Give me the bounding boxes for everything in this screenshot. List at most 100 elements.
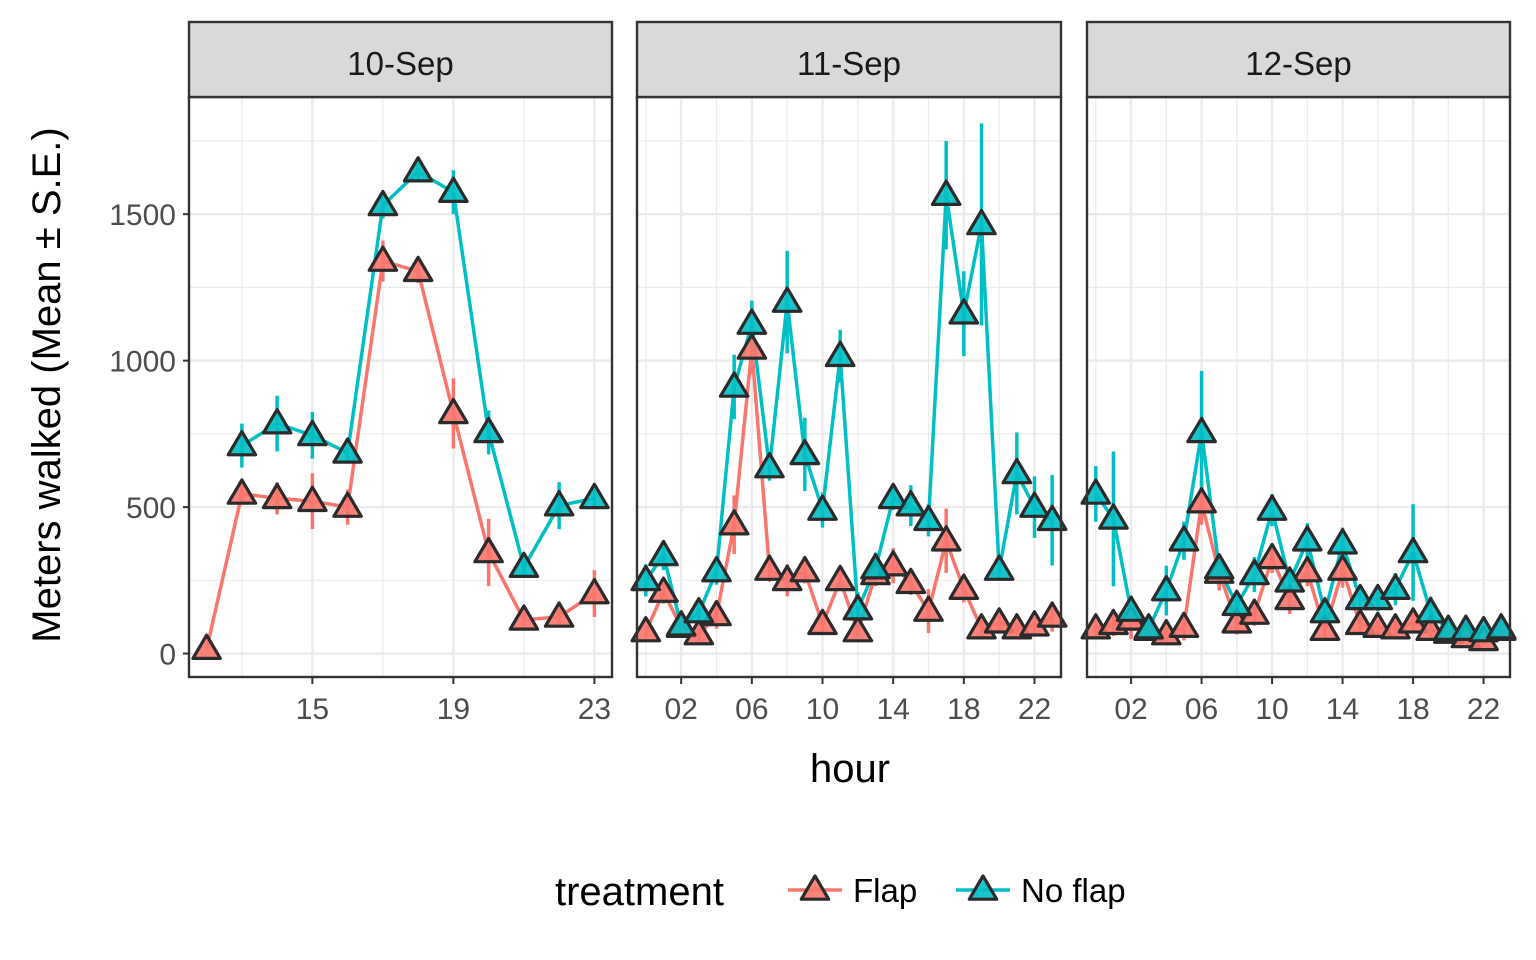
data-point — [842, 615, 874, 643]
panel-11-Sep: 11-Sep 02 06 10 14 18 22 — [630, 20, 1068, 726]
data-point — [1080, 478, 1112, 505]
data-point — [1256, 494, 1288, 521]
data-point — [718, 371, 750, 398]
legend-label: Flap — [853, 872, 917, 909]
data-point — [367, 189, 399, 217]
data-point — [508, 604, 540, 631]
data-point — [807, 608, 838, 636]
data-point — [438, 397, 469, 425]
data-point — [736, 308, 768, 335]
data-point — [1274, 566, 1306, 593]
x-tick-label: 06 — [1185, 693, 1218, 726]
data-point — [913, 595, 944, 622]
facet-strip-label: 11-Sep — [797, 45, 901, 82]
data-point — [1327, 554, 1358, 581]
data-point — [1239, 558, 1270, 586]
legend-label: No flap — [1021, 872, 1126, 909]
facet-strip-label: 10-Sep — [347, 45, 453, 82]
data-point — [701, 555, 732, 583]
data-point — [895, 490, 927, 517]
x-axis-title: hour — [810, 747, 890, 791]
legend-keys: Flap No flap — [788, 872, 1126, 909]
markers — [226, 156, 610, 579]
data-point — [930, 525, 962, 552]
x-tick-label: 22 — [1467, 693, 1500, 726]
data-point — [877, 550, 909, 577]
data-point — [860, 552, 891, 580]
x-tick-label: 10 — [806, 693, 839, 726]
x-tick-label: 23 — [578, 693, 611, 726]
x-tick-label: 10 — [1255, 693, 1288, 726]
facet-strip — [187, 20, 614, 99]
legend: treatment Flap No flap — [555, 870, 1126, 914]
data-point — [1036, 601, 1068, 628]
panel-background — [189, 97, 612, 677]
data-point — [754, 554, 785, 581]
data-point — [877, 482, 909, 510]
data-point — [332, 437, 363, 464]
data-point — [543, 601, 575, 628]
legend-key-marker — [799, 874, 831, 901]
x-tick-label: 18 — [1396, 693, 1429, 726]
data-point — [1309, 614, 1341, 642]
data-point — [930, 179, 962, 206]
data-point — [402, 156, 434, 183]
chart-panels: 10-Sep 15 19 23 11-Sep 02 06 10 14 18 22 12-Sep 02 06… — [187, 20, 1517, 726]
data-point — [1221, 589, 1253, 617]
data-point — [579, 482, 610, 510]
data-point — [1397, 536, 1429, 564]
data-point — [297, 419, 328, 447]
data-point — [402, 255, 434, 283]
legend-title: treatment — [555, 870, 724, 914]
data-point — [367, 245, 399, 272]
data-point — [789, 438, 821, 466]
data-point — [1036, 504, 1068, 532]
data-point — [630, 615, 662, 643]
legend-key-marker — [967, 874, 999, 901]
data-point — [824, 340, 856, 368]
x-tick-label: 14 — [1326, 693, 1359, 726]
data-point — [1327, 528, 1358, 555]
data-point — [1256, 542, 1288, 570]
y-tick-label: 1500 — [109, 199, 176, 232]
data-point — [1485, 613, 1517, 640]
data-point — [948, 573, 980, 601]
markers — [630, 179, 1068, 637]
x-tick-label: 18 — [947, 693, 980, 726]
data-point — [1274, 583, 1306, 611]
data-point — [191, 633, 222, 661]
data-point — [1344, 608, 1376, 636]
facet-strip-label: 12-Sep — [1245, 45, 1351, 82]
series-layer — [191, 156, 610, 661]
panel-10-Sep: 10-Sep 15 19 23 — [187, 20, 614, 726]
data-point — [473, 416, 504, 444]
data-point — [1098, 503, 1129, 530]
x-tick-label: 19 — [437, 693, 470, 726]
data-point — [1168, 525, 1200, 552]
data-point — [332, 491, 363, 518]
data-point — [579, 577, 610, 605]
data-point — [983, 607, 1015, 634]
data-point — [648, 539, 679, 567]
data-point — [438, 176, 469, 203]
data-point — [895, 567, 927, 595]
data-point — [1133, 613, 1165, 640]
data-point — [1309, 596, 1341, 624]
series-layer — [630, 123, 1068, 646]
data-point — [1203, 552, 1235, 580]
data-point — [842, 593, 874, 621]
data-point — [297, 485, 328, 513]
data-point — [1186, 487, 1217, 514]
y-axis-ticks: 0 500 1000 1500 — [109, 199, 189, 672]
data-point — [966, 208, 997, 236]
data-point — [683, 596, 715, 624]
data-point — [1168, 611, 1200, 639]
x-tick-label: 02 — [664, 693, 697, 726]
data-point — [1019, 491, 1050, 518]
data-point — [226, 478, 258, 505]
y-tick-label: 1000 — [109, 346, 176, 379]
series-layer — [1080, 370, 1517, 652]
y-axis-title: Meters walked (Mean ± S.E.) — [25, 127, 69, 642]
data-point — [754, 452, 785, 479]
